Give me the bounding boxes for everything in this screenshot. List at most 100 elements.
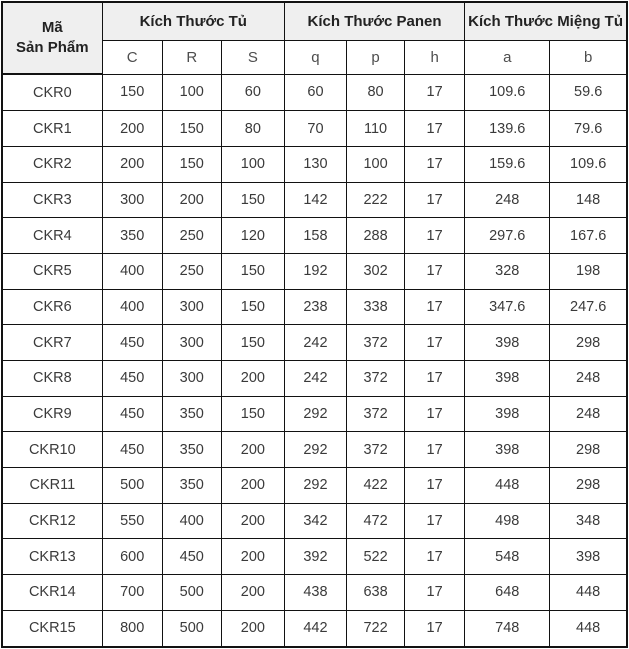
value-cell: 342	[283, 502, 348, 540]
product-code-cell: CKR1	[1, 110, 103, 147]
value-cell: 100	[220, 145, 285, 183]
table-row: CKR5 400 250 150 192 302 17 328 198	[1, 252, 628, 290]
value-cell: 17	[404, 181, 466, 219]
value-cell: 300	[161, 324, 222, 361]
value-cell: 198	[549, 252, 628, 290]
value-cell: 302	[345, 252, 406, 290]
value-cell: 200	[220, 431, 285, 468]
value-cell: 300	[161, 359, 222, 397]
product-code-label-line1: Mã	[41, 18, 63, 36]
value-cell: 350	[101, 217, 163, 254]
value-cell: 450	[161, 538, 222, 575]
product-code-cell: CKR13	[1, 538, 103, 575]
value-cell: 17	[404, 573, 466, 611]
value-cell: 150	[101, 73, 163, 112]
value-cell: 548	[464, 538, 551, 575]
value-cell: 17	[404, 359, 466, 397]
table-row: CKR11 500 350 200 292 422 17 448 298	[1, 466, 628, 504]
value-cell: 150	[161, 145, 222, 183]
value-cell: 110	[345, 110, 406, 147]
value-cell: 247.6	[549, 288, 628, 326]
column-group-cabinet-size: Kích Thước Tủ	[101, 1, 285, 41]
column-header-b: b	[549, 39, 628, 75]
value-cell: 500	[161, 573, 222, 611]
value-cell: 648	[464, 573, 551, 611]
product-code-cell: CKR14	[1, 573, 103, 611]
value-cell: 448	[464, 466, 551, 504]
value-cell: 250	[161, 252, 222, 290]
product-code-cell: CKR15	[1, 609, 103, 648]
table-row: CKR12 550 400 200 342 472 17 498 348	[1, 502, 628, 540]
value-cell: 200	[220, 609, 285, 648]
value-cell: 200	[220, 466, 285, 504]
value-cell: 60	[220, 73, 285, 112]
value-cell: 298	[549, 324, 628, 361]
value-cell: 348	[549, 502, 628, 540]
value-cell: 328	[464, 252, 551, 290]
value-cell: 159.6	[464, 145, 551, 183]
table-row: CKR0 150 100 60 60 80 17 109.6 59.6	[1, 73, 628, 112]
value-cell: 398	[464, 359, 551, 397]
value-cell: 222	[345, 181, 406, 219]
value-cell: 500	[101, 466, 163, 504]
value-cell: 200	[161, 181, 222, 219]
value-cell: 400	[101, 252, 163, 290]
value-cell: 700	[101, 573, 163, 611]
value-cell: 442	[283, 609, 348, 648]
product-code-cell: CKR2	[1, 145, 103, 183]
value-cell: 158	[283, 217, 348, 254]
value-cell: 292	[283, 395, 348, 433]
value-cell: 17	[404, 110, 466, 147]
value-cell: 17	[404, 431, 466, 468]
column-group-panel-size: Kích Thước Panen	[283, 1, 466, 41]
column-header-h: h	[404, 39, 466, 75]
value-cell: 100	[161, 73, 222, 112]
value-cell: 17	[404, 73, 466, 112]
value-cell: 392	[283, 538, 348, 575]
value-cell: 347.6	[464, 288, 551, 326]
product-code-cell: CKR5	[1, 252, 103, 290]
value-cell: 148	[549, 181, 628, 219]
value-cell: 150	[161, 110, 222, 147]
value-cell: 398	[464, 324, 551, 361]
table-header: Mã Sản Phẩm Kích Thước Tủ Kích Thước Pan…	[1, 1, 628, 75]
value-cell: 109.6	[464, 73, 551, 112]
value-cell: 450	[101, 431, 163, 468]
product-code-cell: CKR10	[1, 431, 103, 468]
column-header-p: p	[345, 39, 406, 75]
table-row: CKR7 450 300 150 242 372 17 398 298	[1, 324, 628, 361]
table-row: CKR8 450 300 200 242 372 17 398 248	[1, 359, 628, 397]
table-body: CKR0 150 100 60 60 80 17 109.6 59.6 CKR1 200 150 80 7…	[1, 73, 628, 648]
value-cell: 338	[345, 288, 406, 326]
table-row: CKR9 450 350 150 292 372 17 398 248	[1, 395, 628, 433]
column-group-cabinet-mouth-size: Kích Thước Miệng Tủ	[464, 1, 628, 41]
value-cell: 450	[101, 359, 163, 397]
value-cell: 298	[549, 431, 628, 468]
column-header-q: q	[283, 39, 348, 75]
value-cell: 17	[404, 252, 466, 290]
value-cell: 292	[283, 466, 348, 504]
value-cell: 448	[549, 609, 628, 648]
value-cell: 17	[404, 538, 466, 575]
value-cell: 17	[404, 145, 466, 183]
table-row: CKR4 350 250 120 158 288 17 297.6 167.6	[1, 217, 628, 254]
value-cell: 297.6	[464, 217, 551, 254]
value-cell: 372	[345, 324, 406, 361]
product-code-cell: CKR9	[1, 395, 103, 433]
value-cell: 372	[345, 431, 406, 468]
value-cell: 372	[345, 359, 406, 397]
column-header-s: S	[220, 39, 285, 75]
value-cell: 139.6	[464, 110, 551, 147]
value-cell: 248	[464, 181, 551, 219]
value-cell: 350	[161, 466, 222, 504]
value-cell: 600	[101, 538, 163, 575]
value-cell: 242	[283, 324, 348, 361]
value-cell: 288	[345, 217, 406, 254]
value-cell: 150	[220, 324, 285, 361]
value-cell: 200	[220, 359, 285, 397]
value-cell: 109.6	[549, 145, 628, 183]
product-code-cell: CKR12	[1, 502, 103, 540]
product-code-cell: CKR8	[1, 359, 103, 397]
